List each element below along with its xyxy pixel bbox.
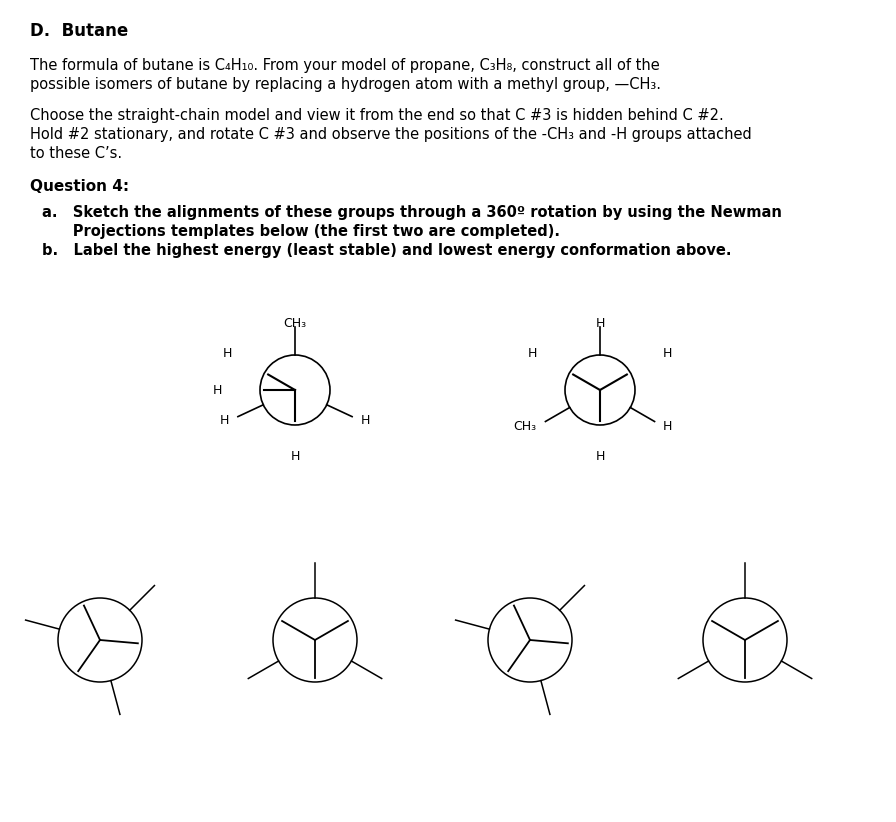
Text: Hold #2 stationary, and rotate C #3 and observe the positions of the -CH₃ and -H: Hold #2 stationary, and rotate C #3 and … [30,127,752,142]
Text: H: H [528,347,537,360]
Text: CH₃: CH₃ [513,420,537,433]
Text: H: H [222,347,232,360]
Text: possible isomers of butane by replacing a hydrogen atom with a methyl group, —CH: possible isomers of butane by replacing … [30,77,661,92]
Text: H: H [361,414,371,427]
Text: H: H [212,384,222,396]
Text: a.   Sketch the alignments of these groups through a 360º rotation by using the : a. Sketch the alignments of these groups… [42,205,782,220]
Text: H: H [595,450,605,463]
Text: CH₃: CH₃ [283,317,306,330]
Text: to these C’s.: to these C’s. [30,146,122,161]
Text: Question 4:: Question 4: [30,179,129,194]
Text: Choose the straight-chain model and view it from the end so that C #3 is hidden : Choose the straight-chain model and view… [30,108,724,123]
Text: Projections templates below (the first two are completed).: Projections templates below (the first t… [42,224,560,239]
Text: b.   Label the highest energy (least stable) and lowest energy conformation abov: b. Label the highest energy (least stabl… [42,243,731,258]
Text: H: H [663,420,673,433]
Text: H: H [595,317,605,330]
Text: H: H [663,347,673,360]
Text: H: H [290,450,299,463]
Text: The formula of butane is C₄H₁₀. From your model of propane, C₃H₈, construct all : The formula of butane is C₄H₁₀. From you… [30,58,659,73]
Text: H: H [220,414,228,427]
Text: D.  Butane: D. Butane [30,22,128,40]
